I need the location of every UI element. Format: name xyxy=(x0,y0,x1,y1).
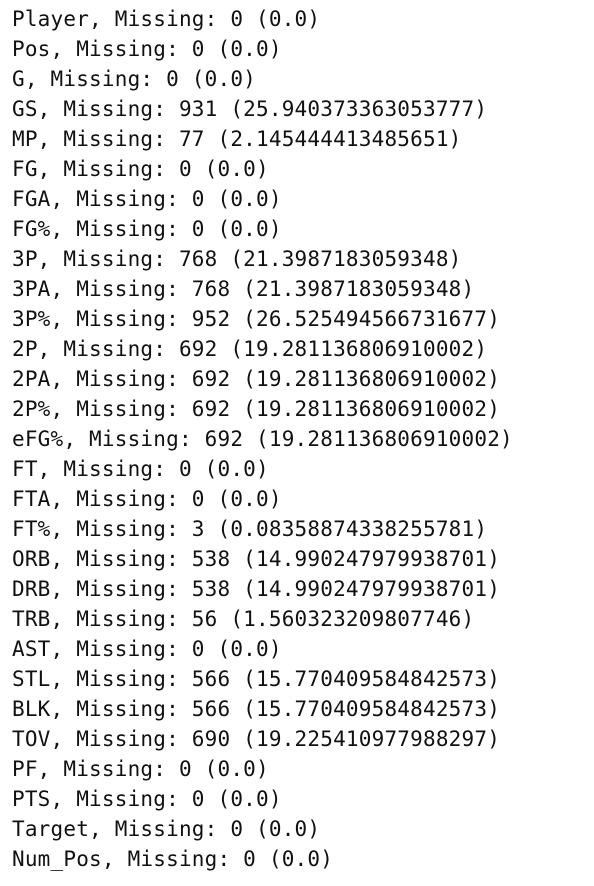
output-line-stl: STL, Missing: 566 (15.770409584842573) xyxy=(12,667,501,691)
output-line-2pa: 2PA, Missing: 692 (19.281136806910002) xyxy=(12,367,501,391)
output-line-orb: ORB, Missing: 538 (14.990247979938701) xyxy=(12,547,501,571)
output-line-pts: PTS, Missing: 0 (0.0) xyxy=(12,787,282,811)
output-line-pos: Pos, Missing: 0 (0.0) xyxy=(12,37,282,61)
output-line-tov: TOV, Missing: 690 (19.225410977988297) xyxy=(12,727,501,751)
output-line-mp: MP, Missing: 77 (2.145444413485651) xyxy=(12,127,462,151)
output-line-fg: FG, Missing: 0 (0.0) xyxy=(12,157,269,181)
output-line-3p-pct: 3P%, Missing: 952 (26.525494566731677) xyxy=(12,307,501,331)
output-line-fg-pct: FG%, Missing: 0 (0.0) xyxy=(12,217,282,241)
output-line-fta: FTA, Missing: 0 (0.0) xyxy=(12,487,282,511)
output-line-trb: TRB, Missing: 56 (1.560323209807746) xyxy=(12,607,475,631)
output-line-pf: PF, Missing: 0 (0.0) xyxy=(12,757,269,781)
output-line-drb: DRB, Missing: 538 (14.990247979938701) xyxy=(12,577,501,601)
output-line-blk: BLK, Missing: 566 (15.770409584842573) xyxy=(12,697,501,721)
output-line-3pa: 3PA, Missing: 768 (21.3987183059348) xyxy=(12,277,475,301)
output-line-2p: 2P, Missing: 692 (19.281136806910002) xyxy=(12,337,488,361)
output-line-target: Target, Missing: 0 (0.0) xyxy=(12,817,321,841)
output-line-efg-pct: eFG%, Missing: 692 (19.281136806910002) xyxy=(12,427,513,451)
output-line-g: G, Missing: 0 (0.0) xyxy=(12,67,257,91)
output-line-2p-pct: 2P%, Missing: 692 (19.281136806910002) xyxy=(12,397,501,421)
output-line-ft-pct: FT%, Missing: 3 (0.08358874338255781) xyxy=(12,517,488,541)
output-line-fga: FGA, Missing: 0 (0.0) xyxy=(12,187,282,211)
output-line-gs: GS, Missing: 931 (25.940373363053777) xyxy=(12,97,488,121)
output-line-ast: AST, Missing: 0 (0.0) xyxy=(12,637,282,661)
output-line-3p: 3P, Missing: 768 (21.3987183059348) xyxy=(12,247,462,271)
output-line-ft: FT, Missing: 0 (0.0) xyxy=(12,457,269,481)
output-line-player: Player, Missing: 0 (0.0) xyxy=(12,7,321,31)
output-line-num-pos: Num_Pos, Missing: 0 (0.0) xyxy=(12,847,334,871)
